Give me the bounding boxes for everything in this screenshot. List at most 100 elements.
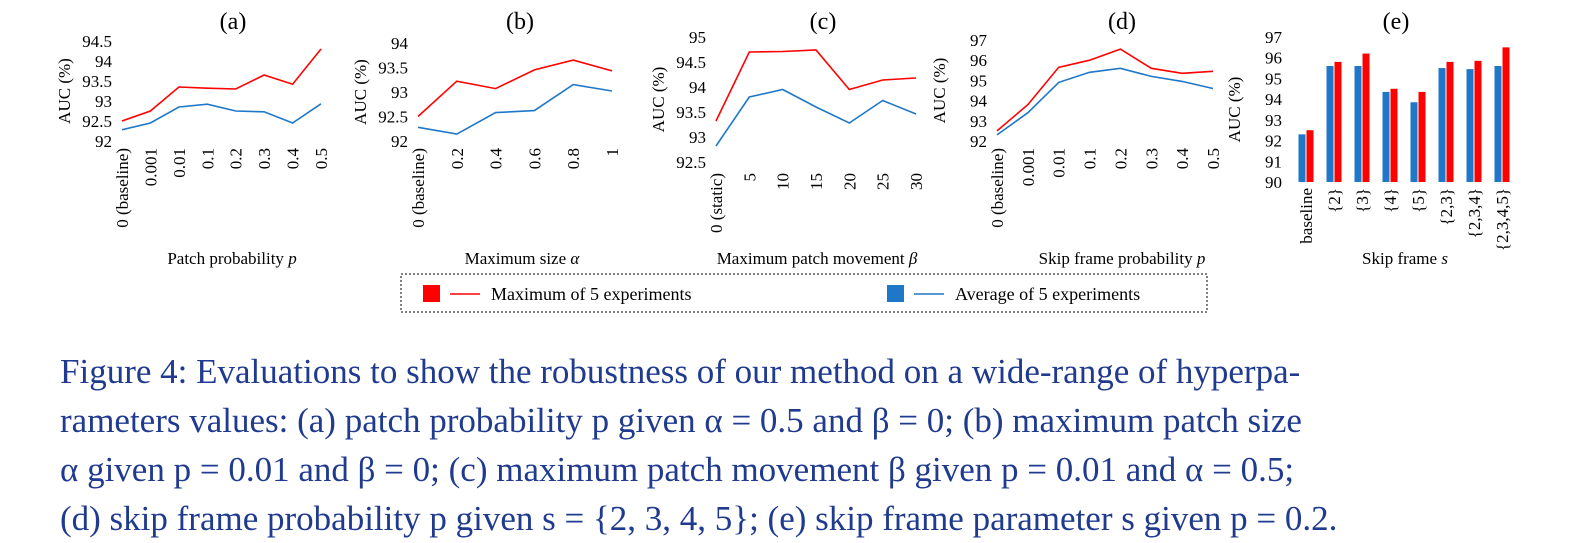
y-tick-label: 94 <box>1265 90 1283 109</box>
panel-title: (c) <box>810 9 837 35</box>
y-tick-label: 92.5 <box>676 153 706 172</box>
x-tick-label: 0.001 <box>141 148 160 186</box>
series-line <box>417 59 613 118</box>
x-tick-label: {4} <box>1381 188 1400 213</box>
x-tick-label: 15 <box>807 173 826 190</box>
y-tick-label: 92 <box>970 132 987 151</box>
x-tick-label: 0.01 <box>170 148 189 178</box>
bar <box>1298 134 1306 182</box>
y-tick-label: 94 <box>391 34 409 53</box>
y-tick-label: 92 <box>391 132 408 151</box>
bar <box>1334 61 1342 182</box>
panel-title: (b) <box>506 9 534 35</box>
series-line <box>121 103 322 131</box>
x-tick-label: 0 (baseline) <box>113 148 132 228</box>
series-line <box>715 49 917 122</box>
bar <box>1438 68 1446 182</box>
panel-title: (e) <box>1383 9 1410 35</box>
legend-border <box>400 273 1208 313</box>
panel-title: (a) <box>220 9 247 35</box>
x-tick-label: 1 <box>603 148 622 157</box>
x-tick-label: {5} <box>1409 188 1428 213</box>
bar <box>1474 60 1482 183</box>
x-tick-label: 0.6 <box>525 148 544 169</box>
figure-caption: Figure 4: Evaluations to show the robust… <box>60 347 1520 543</box>
x-tick-label: 0 (baseline) <box>988 148 1007 228</box>
x-axis-title: Skip frame probability p <box>1039 249 1206 268</box>
legend-label: Average of 5 experiments <box>955 284 1140 304</box>
y-tick-label: 93.5 <box>378 59 408 78</box>
x-tick-label: 0.1 <box>1081 148 1100 169</box>
bar <box>1494 66 1502 182</box>
x-tick-label: 0.3 <box>255 148 274 169</box>
y-tick-label: 97 <box>970 31 988 50</box>
y-tick-label: 92 <box>95 132 112 151</box>
x-tick-label: 0.001 <box>1019 148 1038 186</box>
x-tick-label: 0.8 <box>564 148 583 169</box>
legend-swatch <box>887 285 904 302</box>
chart-panel-2: (b) AUC (%) 92 92.5 93 93.5 94 0 (baseline) 0.2 0… <box>351 9 622 268</box>
series-line <box>417 83 613 135</box>
bar <box>1362 53 1370 183</box>
chart-panel-3: (c) AUC (%) 92.5 93 93.5 94 94.5 95 0 (static) 5 1… <box>649 9 926 268</box>
x-tick-label: 5 <box>740 173 759 182</box>
bar <box>1382 91 1390 182</box>
y-tick-label: 92.5 <box>82 112 112 131</box>
x-tick-label: 10 <box>774 173 793 190</box>
y-tick-label: 93 <box>391 83 408 102</box>
y-tick-label: 93.5 <box>676 103 706 122</box>
y-tick-label: 94.5 <box>82 32 112 51</box>
series-line <box>996 67 1214 136</box>
legend-label: Maximum of 5 experiments <box>491 284 691 304</box>
y-axis-title: AUC (%) <box>1225 77 1244 143</box>
series-line <box>121 48 322 122</box>
x-tick-label: 0.2 <box>1111 148 1130 169</box>
caption-line-1: Figure 4: Evaluations to show the robust… <box>60 352 1301 391</box>
x-tick-label: 0 (static) <box>707 173 726 233</box>
legend: Maximum of 5 experiments Average of 5 exp… <box>400 273 1208 313</box>
x-tick-label: 25 <box>874 173 893 190</box>
x-axis-title: Patch probability p <box>167 249 296 268</box>
x-tick-label: 0.2 <box>227 148 246 169</box>
panel-title: (d) <box>1108 9 1136 35</box>
x-axis-title: Maximum patch movement β <box>717 249 918 268</box>
y-tick-label: 96 <box>970 51 987 70</box>
x-tick-label: 30 <box>907 173 926 190</box>
bar <box>1306 130 1314 182</box>
y-tick-label: 93.5 <box>82 72 112 91</box>
y-tick-label: 92 <box>1265 132 1282 151</box>
y-tick-label: 96 <box>1265 49 1282 68</box>
x-tick-label: 0.4 <box>1173 148 1192 170</box>
x-axis-title: Maximum size α <box>465 249 581 268</box>
y-tick-label: 95 <box>689 28 706 47</box>
bar <box>1354 66 1362 182</box>
bar <box>1502 47 1510 182</box>
y-tick-label: 93 <box>689 128 706 147</box>
y-tick-label: 94.5 <box>676 53 706 72</box>
x-tick-label: 0.01 <box>1050 148 1069 178</box>
x-tick-label: 0.4 <box>487 147 506 169</box>
y-tick-label: 94 <box>689 78 707 97</box>
x-tick-label: 0.2 <box>448 148 467 169</box>
y-tick-label: 95 <box>970 71 987 90</box>
y-tick-label: 93 <box>970 112 987 131</box>
bar <box>1446 61 1454 182</box>
x-tick-label: 0.3 <box>1142 148 1161 169</box>
x-tick-label: 0.4 <box>284 148 303 170</box>
x-axis-title: Skip frame s <box>1362 249 1448 268</box>
x-tick-label: 0 (baseline) <box>409 148 428 228</box>
caption-line-2: rameters values: (a) patch probability p… <box>60 401 1302 440</box>
series-line <box>996 48 1214 132</box>
x-tick-label: 0.5 <box>312 148 331 169</box>
y-axis-title: AUC (%) <box>930 58 949 124</box>
y-tick-label: 94 <box>95 52 113 71</box>
caption-line-4: (d) skip frame probability p given s = {… <box>60 499 1338 538</box>
y-tick-label: 90 <box>1265 173 1282 192</box>
bar <box>1390 88 1398 182</box>
x-tick-label: 0.1 <box>198 148 217 169</box>
legend-swatch <box>423 285 440 302</box>
